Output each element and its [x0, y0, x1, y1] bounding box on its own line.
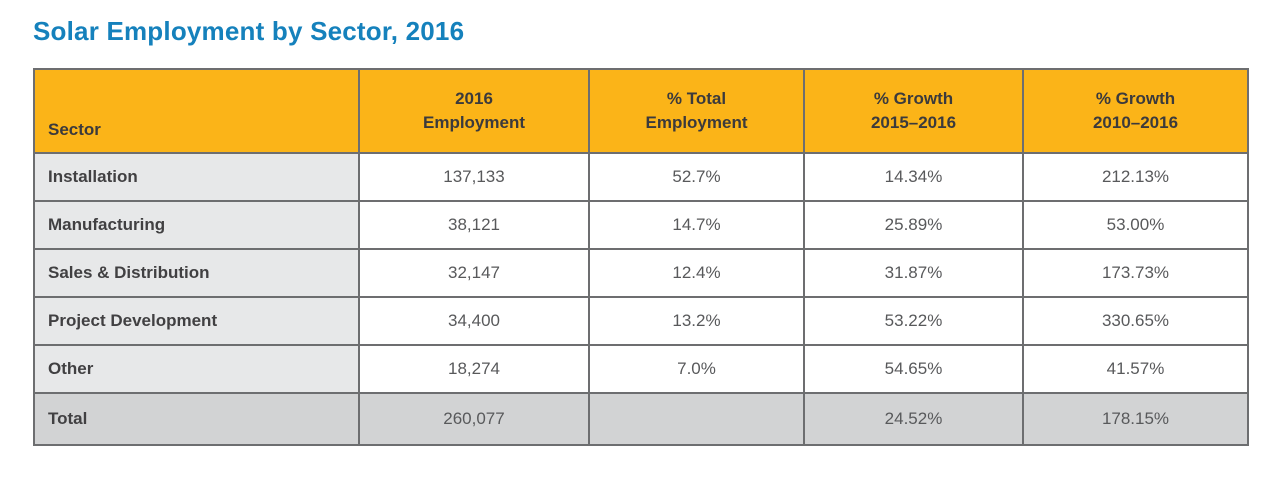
solar-employment-table: Sector 2016 Employment % Total Employmen…	[33, 68, 1249, 446]
growth-2015-value: 25.89%	[803, 200, 1024, 250]
growth-2010-value: 330.65%	[1022, 296, 1249, 346]
total-label: Total	[33, 392, 360, 446]
employment-value: 32,147	[358, 248, 590, 298]
table-row-total: Total 260,077 24.52% 178.15%	[33, 392, 1249, 446]
pct-total-value: 52.7%	[588, 152, 805, 202]
sector-label: Other	[33, 344, 360, 394]
pct-total-value: 7.0%	[588, 344, 805, 394]
header-row: Sector 2016 Employment % Total Employmen…	[33, 68, 1249, 154]
growth-2015-value: 53.22%	[803, 296, 1024, 346]
growth-2015-value: 54.65%	[803, 344, 1024, 394]
header-cell-growth-2015-2016: % Growth 2015–2016	[803, 68, 1024, 154]
employment-value: 34,400	[358, 296, 590, 346]
page-title: Solar Employment by Sector, 2016	[33, 16, 465, 46]
header-cell-pct-total: % Total Employment	[588, 68, 805, 154]
employment-value: 18,274	[358, 344, 590, 394]
header-cell-growth-2010-2016: % Growth 2010–2016	[1022, 68, 1249, 154]
growth-2010-value: 41.57%	[1022, 344, 1249, 394]
pct-total-value: 13.2%	[588, 296, 805, 346]
table-row-other: Other 18,274 7.0% 54.65% 41.57%	[33, 344, 1249, 394]
employment-value: 38,121	[358, 200, 590, 250]
pct-total-value: 14.7%	[588, 200, 805, 250]
growth-2015-value: 14.34%	[803, 152, 1024, 202]
header-cell-sector: Sector	[33, 68, 360, 154]
sector-label: Installation	[33, 152, 360, 202]
growth-2010-value: 212.13%	[1022, 152, 1249, 202]
sector-label: Manufacturing	[33, 200, 360, 250]
total-growth-2015-value: 24.52%	[803, 392, 1024, 446]
sector-label: Project Development	[33, 296, 360, 346]
sector-label: Sales & Distribution	[33, 248, 360, 298]
table-row-installation: Installation 137,133 52.7% 14.34% 212.13…	[33, 152, 1249, 202]
table-row-manufacturing: Manufacturing 38,121 14.7% 25.89% 53.00%	[33, 200, 1249, 250]
growth-2010-value: 53.00%	[1022, 200, 1249, 250]
growth-2015-value: 31.87%	[803, 248, 1024, 298]
total-growth-2010-value: 178.15%	[1022, 392, 1249, 446]
employment-value: 137,133	[358, 152, 590, 202]
table-row-sales-distribution: Sales & Distribution 32,147 12.4% 31.87%…	[33, 248, 1249, 298]
header-cell-2016-employment: 2016 Employment	[358, 68, 590, 154]
total-employment-value: 260,077	[358, 392, 590, 446]
total-pct-total-value	[588, 392, 805, 446]
table-row-project-development: Project Development 34,400 13.2% 53.22% …	[33, 296, 1249, 346]
pct-total-value: 12.4%	[588, 248, 805, 298]
growth-2010-value: 173.73%	[1022, 248, 1249, 298]
